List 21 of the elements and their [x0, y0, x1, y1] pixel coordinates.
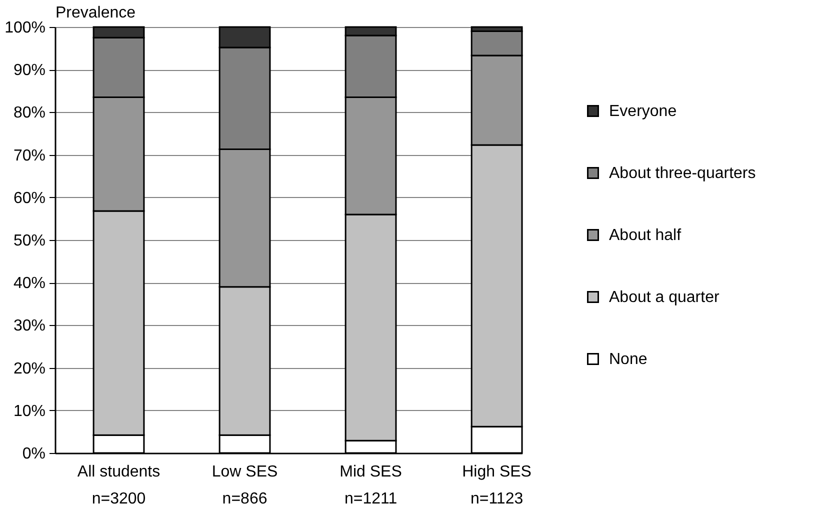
- legend-label: About a quarter: [609, 289, 720, 306]
- x-tick-label: Low SES n=866: [212, 464, 278, 508]
- y-tick-label: 20%: [13, 360, 46, 378]
- y-tick-label: 0%: [22, 446, 46, 462]
- y-tick-label: 80%: [13, 104, 46, 122]
- x-tick-label: High SES n=1123: [462, 464, 532, 508]
- legend-label: About three-quarters: [609, 165, 756, 182]
- y-tick-label: 40%: [13, 275, 46, 292]
- x-tick-label: All students n=3200: [77, 464, 160, 508]
- y-tick-label: 50%: [13, 232, 46, 250]
- y-tick-label: 70%: [13, 147, 46, 164]
- legend-label: Everyone: [609, 103, 677, 120]
- y-tick-label: 10%: [13, 402, 46, 420]
- x-tick-label: Mid SES n=1211: [340, 464, 402, 508]
- legend-label: None: [609, 351, 648, 368]
- y-axis-title: Prevalence: [56, 4, 136, 22]
- y-tick-label: 100%: [4, 20, 46, 36]
- y-tick-label: 60%: [13, 190, 46, 207]
- y-tick-label: 30%: [13, 318, 46, 335]
- legend-label: About half: [609, 227, 682, 244]
- y-tick-label: 90%: [13, 62, 46, 80]
